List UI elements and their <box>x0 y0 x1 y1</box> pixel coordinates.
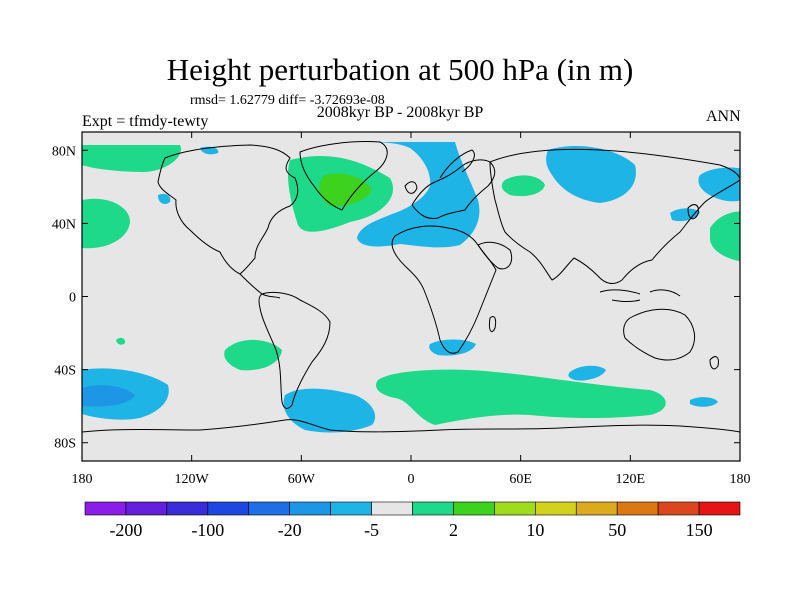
negative-anomaly-east-asia <box>698 167 740 202</box>
lat-tick-label: 40N <box>52 217 76 232</box>
latitude-ticks: 80N 40N 0 40S 80S <box>52 144 740 452</box>
positive-anomaly-west-pacific-left <box>82 198 130 249</box>
lat-tick-label: 0 <box>69 291 76 306</box>
negative-anomaly-regions <box>82 142 740 433</box>
positive-anomaly-southern-ocean <box>375 369 666 425</box>
colorbar-swatch <box>494 501 536 516</box>
positive-anomaly-south-pacific <box>224 339 282 371</box>
lon-tick-label: 180 <box>730 472 751 487</box>
coast-arabia <box>477 241 513 270</box>
coast-uk <box>404 181 418 194</box>
negative-anomaly-south-indian-small <box>690 397 718 407</box>
coast-europe <box>411 159 496 219</box>
colorbar-swatch <box>330 501 372 516</box>
colorbar-label: -20 <box>278 520 302 540</box>
map-title: Height perturbation at 500 hPa (in m) <box>166 52 634 87</box>
coast-africa <box>391 225 497 354</box>
colorbar-swatch <box>84 501 127 516</box>
colorbar-swatch <box>248 501 290 516</box>
lat-tick-label: 40S <box>54 364 76 379</box>
colorbar: -200 -100 -20 -5 2 10 50 150 <box>84 501 741 540</box>
colorbar-label: -200 <box>109 520 142 540</box>
positive-anomaly-north-pacific-top <box>82 145 181 172</box>
negative-anomaly-south-pacific-core <box>82 385 135 407</box>
coast-japan <box>687 204 699 220</box>
colorbar-swatch <box>371 501 413 516</box>
negative-anomaly-indian-ocean-small <box>568 365 606 381</box>
negative-anomaly-arctic-siberia <box>546 145 636 203</box>
season-label: ANN <box>706 108 741 125</box>
coast-australia <box>623 308 696 361</box>
positive-anomaly-small-pacific <box>116 337 126 345</box>
lon-tick-label: 60E <box>509 472 532 487</box>
negative-anomaly-north-pacific-small <box>158 193 171 204</box>
positive-anomaly-east-pacific-right <box>710 211 740 262</box>
coast-north-america <box>157 144 299 275</box>
colorbar-swatch <box>575 501 618 516</box>
lon-tick-label: 120E <box>616 472 646 487</box>
positive-anomaly-greenland-core <box>318 173 372 207</box>
lat-tick-label: 80N <box>52 144 76 159</box>
colorbar-swatch <box>412 501 454 516</box>
colorbar-swatch <box>535 501 577 516</box>
period-text: 2008kyr BP - 2008kyr BP <box>316 104 484 121</box>
coastlines <box>82 141 740 433</box>
colorbar-label: 2 <box>449 520 458 540</box>
colorbar-swatch <box>453 501 495 516</box>
colorbar-swatch <box>289 501 331 516</box>
negative-anomaly-japan <box>670 208 700 222</box>
experiment-label: Expt = tfmdy-tewty <box>82 113 209 130</box>
colorbar-label: -100 <box>191 520 224 540</box>
colorbar-label: 50 <box>608 520 626 540</box>
longitude-ticks: 180 120W 60W 0 60E 120E 180 <box>72 132 751 487</box>
coast-indonesia <box>599 289 681 302</box>
colorbar-label: 10 <box>526 520 544 540</box>
coast-antarctica <box>82 419 740 433</box>
anomaly-fields <box>82 141 740 433</box>
colorbar-swatch <box>616 501 659 516</box>
lon-tick-label: 0 <box>408 472 415 487</box>
negative-anomaly-south-africa <box>429 339 476 356</box>
colorbar-swatch <box>166 501 209 516</box>
coast-greenland <box>299 141 388 211</box>
colorbar-swatch <box>657 501 700 516</box>
negative-anomaly-arctic-europe <box>357 142 480 248</box>
colorbar-swatch <box>125 501 168 516</box>
colorbar-swatch <box>698 501 741 516</box>
coast-south-america <box>258 291 331 409</box>
lon-tick-label: 60W <box>288 472 316 487</box>
colorbar-label: 150 <box>686 520 713 540</box>
positive-anomaly-regions <box>82 145 740 425</box>
coast-asia <box>489 148 740 284</box>
lon-tick-label: 120W <box>175 472 210 487</box>
colorbar-label: -5 <box>364 520 379 540</box>
coast-scandinavia <box>439 149 475 179</box>
negative-anomaly-drake-passage <box>283 388 376 433</box>
coast-madagascar <box>489 315 497 333</box>
colorbar-swatch <box>207 501 250 516</box>
lat-tick-label: 80S <box>54 437 76 452</box>
positive-anomaly-central-asia <box>501 175 545 197</box>
coast-new-zealand <box>709 356 719 370</box>
lon-tick-label: 180 <box>72 472 93 487</box>
stats-text: rmsd= 1.62779 diff= -3.72693e-08 <box>190 93 385 108</box>
